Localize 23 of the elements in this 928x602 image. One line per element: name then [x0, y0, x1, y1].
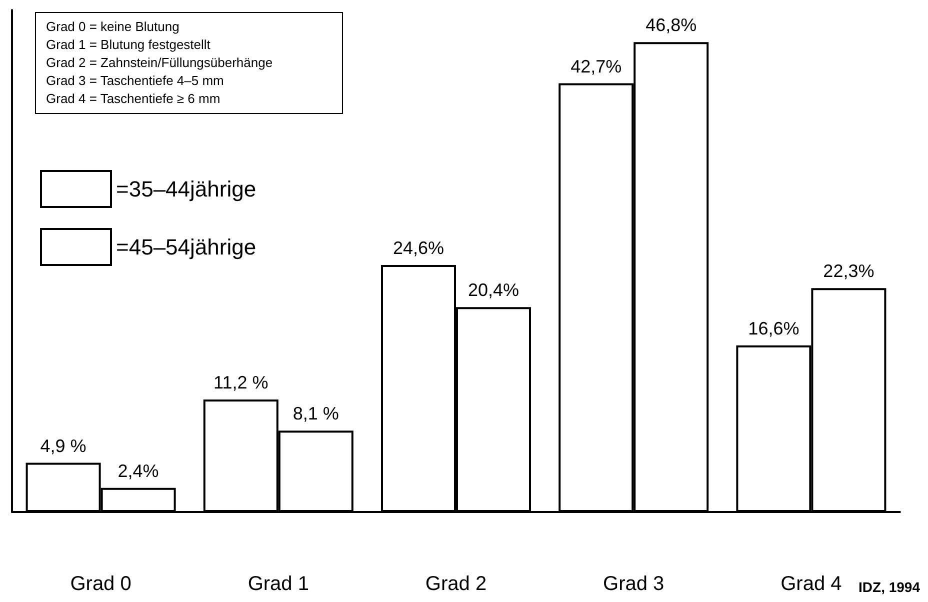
annotation: Grad 2 = Zahnstein/Füllungsüberhänge [46, 54, 274, 72]
text: Grad 0 = keine Blutung [46, 19, 180, 34]
annotation: Grad 4 = Taschentiefe ≥ 6 mm [46, 90, 222, 108]
data-label: 11,2 % [214, 372, 268, 393]
annotation: Grad 1 = Blutung festgestellt [46, 36, 212, 54]
data-label: 22,3% [823, 261, 874, 282]
data-label: 8,1 % [292, 404, 339, 424]
annotation: Grad 3 = Taschentiefe 4–5 mm [46, 72, 225, 90]
data-label: 42,7% [570, 56, 622, 76]
data-label: 16,6% [748, 318, 800, 338]
data-label: 20,4% [468, 280, 520, 300]
x-tick-label: Grad 3 [603, 573, 664, 595]
x-tick-label: Grad 4 [780, 573, 842, 595]
x-tick-label: Grad 2 [425, 573, 487, 595]
data-label: 4,9 % [40, 436, 86, 456]
legend-label: =45–54jährige [116, 234, 256, 260]
x-tick-label: Grad 1 [248, 573, 309, 595]
legend-label: =35–44jährige [116, 176, 256, 202]
x-tick-label: Grad 0 [70, 573, 132, 595]
data-label: 46,8% [646, 15, 697, 36]
text: IDZ, 1994 [858, 579, 920, 595]
data-label: 24,6% [392, 238, 444, 258]
data-label: 2,4% [118, 460, 159, 481]
